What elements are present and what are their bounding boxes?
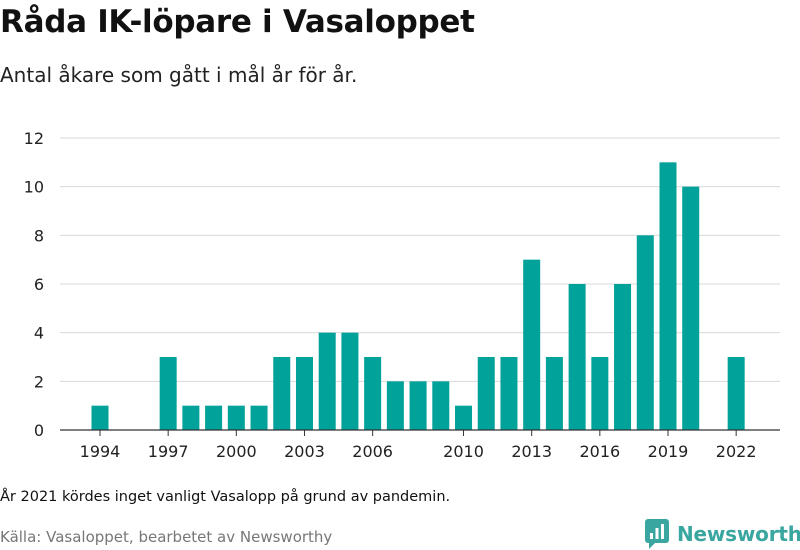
bar-2001 bbox=[250, 405, 268, 430]
bar-2012 bbox=[500, 357, 518, 430]
y-tick-label: 6 bbox=[34, 275, 44, 294]
y-tick-label: 12 bbox=[24, 129, 44, 148]
x-tick-label: 2013 bbox=[511, 442, 552, 461]
bar-2003 bbox=[295, 357, 313, 430]
x-tick-label: 1994 bbox=[80, 442, 121, 461]
bar-2015 bbox=[568, 284, 586, 430]
bar-2019 bbox=[659, 162, 677, 431]
bar-2006 bbox=[364, 357, 382, 430]
bar-2000 bbox=[227, 405, 245, 430]
x-tick-label: 2016 bbox=[579, 442, 620, 461]
bar-chart: 0 2 4 6 8 10 12 1994 1997 2000 2003 2006 2010 2013 201… bbox=[24, 129, 780, 461]
newsworthy-logo-icon bbox=[645, 519, 669, 549]
bar-2007 bbox=[386, 381, 404, 430]
x-tick-label: 1997 bbox=[148, 442, 189, 461]
x-tick-label: 2019 bbox=[648, 442, 689, 461]
bar-1998 bbox=[182, 405, 200, 430]
bar-2004 bbox=[318, 332, 336, 430]
y-tick-label: 4 bbox=[34, 324, 44, 343]
y-tick-label: 2 bbox=[34, 372, 44, 391]
bar-2020 bbox=[682, 186, 700, 430]
newsworthy-logo-text: Newsworthy bbox=[677, 522, 800, 546]
y-tick-label: 0 bbox=[34, 421, 44, 440]
bar-2011 bbox=[477, 357, 495, 430]
x-tick-label: 2003 bbox=[284, 442, 325, 461]
bar-2002 bbox=[273, 357, 291, 430]
bar-2014 bbox=[545, 357, 563, 430]
chart-subtitle: Antal åkare som gått i mål år för år. bbox=[0, 63, 358, 87]
bar-2005 bbox=[341, 332, 359, 430]
bar-2009 bbox=[432, 381, 450, 430]
bars bbox=[91, 162, 745, 431]
bar-2018 bbox=[636, 235, 654, 430]
bar-2010 bbox=[455, 405, 473, 430]
x-tick-label: 2010 bbox=[443, 442, 484, 461]
bar-2016 bbox=[591, 357, 609, 430]
y-tick-label: 8 bbox=[34, 226, 44, 245]
bar-1994 bbox=[91, 405, 109, 430]
bar-1999 bbox=[205, 405, 223, 430]
x-tick-label: 2022 bbox=[716, 442, 757, 461]
y-tick-label: 10 bbox=[24, 178, 44, 197]
x-tick-label: 2006 bbox=[352, 442, 393, 461]
chart-title: Råda IK-löpare i Vasaloppet bbox=[0, 4, 475, 40]
footnote: År 2021 kördes inget vanligt Vasalopp på… bbox=[0, 489, 451, 505]
bar-2017 bbox=[614, 284, 632, 430]
axes: 0 2 4 6 8 10 12 1994 1997 2000 2003 2006 2010 2013 201… bbox=[24, 129, 780, 461]
x-tick-label: 2000 bbox=[216, 442, 257, 461]
bar-2013 bbox=[523, 259, 541, 430]
newsworthy-logo: Newsworthy bbox=[645, 519, 800, 549]
bar-2022 bbox=[727, 357, 745, 430]
bar-1997 bbox=[159, 357, 177, 430]
source-text: Källa: Vasaloppet, bearbetet av Newswort… bbox=[0, 528, 333, 546]
bar-2008 bbox=[409, 381, 427, 430]
